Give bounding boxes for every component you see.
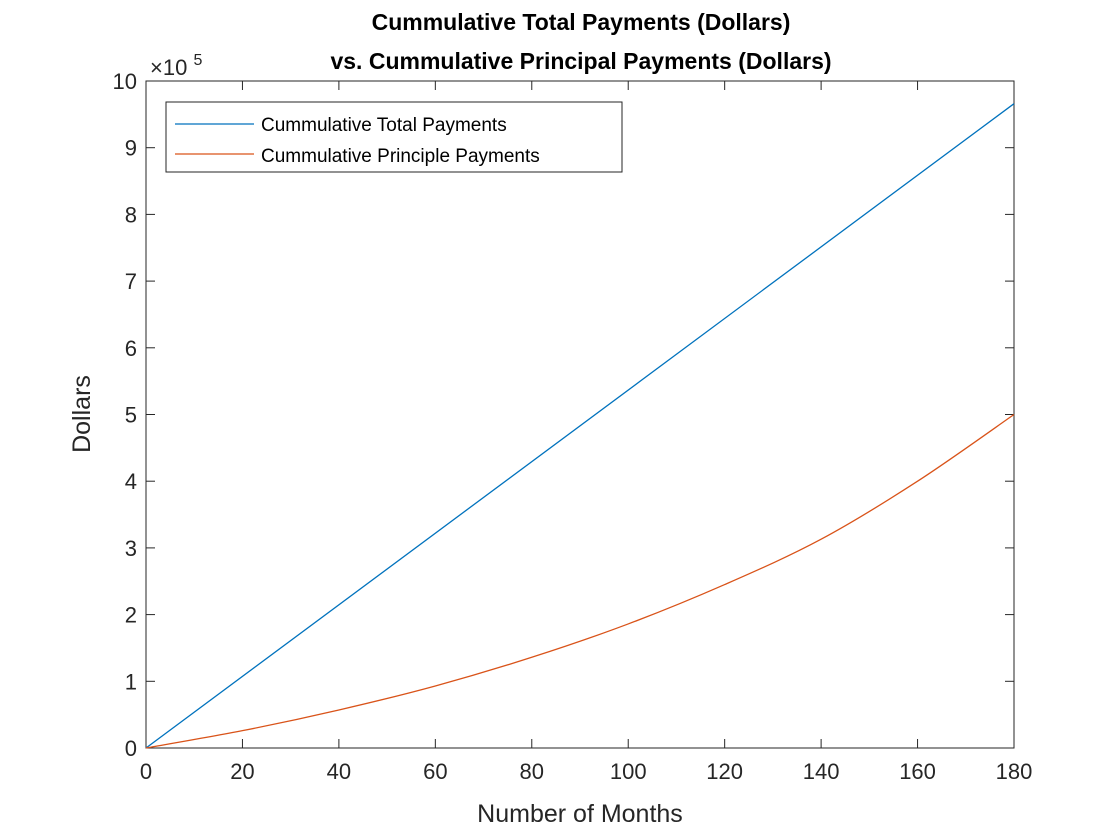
y-tick-label: 3	[125, 536, 137, 561]
x-tick-label: 160	[899, 759, 936, 784]
legend-label-total: Cummulative Total Payments	[261, 115, 507, 136]
y-axis-exponent-base: ×10	[150, 55, 187, 80]
x-tick-label: 40	[327, 759, 351, 784]
y-axis-exponent: ×10 5	[150, 52, 202, 80]
chart-title-line-2: vs. Cummulative Principal Payments (Doll…	[330, 48, 831, 74]
y-tick-label: 2	[125, 603, 137, 628]
x-tick-label: 0	[140, 759, 152, 784]
y-axis-exponent-power: 5	[193, 52, 202, 69]
x-tick-label: 80	[520, 759, 544, 784]
series-lines	[145, 103, 1015, 749]
series-line-principle-payments	[145, 413, 1015, 749]
y-tick-label: 6	[125, 336, 137, 361]
y-axis-label: Dollars	[68, 375, 96, 453]
y-tick-label: 9	[125, 136, 137, 161]
legend: Cummulative Total Payments Cummulative P…	[165, 101, 623, 173]
series-line-total-payments	[145, 103, 1015, 749]
x-axis-label: Number of Months	[477, 800, 683, 828]
y-tick-label: 4	[125, 469, 137, 494]
chart-title-line-1: Cummulative Total Payments (Dollars)	[372, 9, 791, 35]
legend-box	[165, 101, 623, 173]
y-axis-ticks: 0 1 2 3 4 5 6 7 8 9 10	[113, 69, 1014, 761]
x-tick-label: 20	[230, 759, 254, 784]
y-tick-label: 0	[125, 736, 137, 761]
legend-label-principle: Cummulative Principle Payments	[261, 146, 540, 167]
y-tick-label: 5	[125, 403, 137, 428]
x-tick-label: 180	[996, 759, 1033, 784]
y-tick-label: 7	[125, 269, 137, 294]
x-tick-label: 100	[610, 759, 647, 784]
x-tick-label: 60	[423, 759, 447, 784]
y-tick-label: 1	[125, 669, 137, 694]
x-tick-label: 140	[803, 759, 840, 784]
x-tick-label: 120	[706, 759, 743, 784]
svg-text:×10 5: ×10 5	[150, 52, 202, 80]
y-tick-label: 10	[113, 69, 137, 94]
y-tick-label: 8	[125, 202, 137, 227]
x-axis-ticks: 0 20 40 60 80 100 120 140 160 180	[140, 81, 1032, 784]
